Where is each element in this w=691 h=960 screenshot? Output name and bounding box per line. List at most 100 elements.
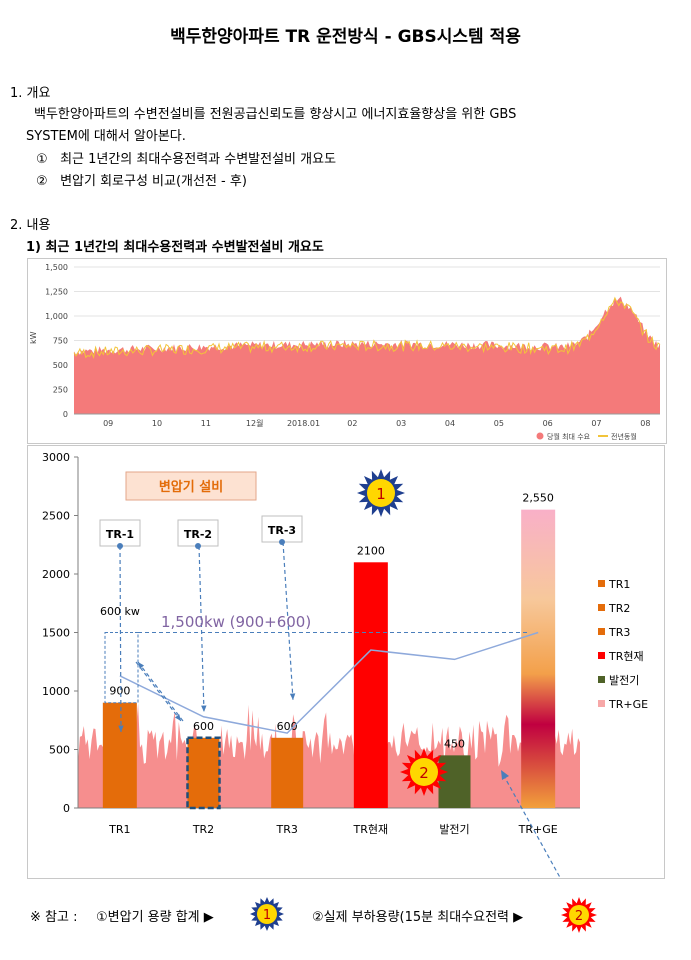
- badge-1-label: 1: [263, 908, 271, 923]
- callout-box: [177, 519, 219, 547]
- data-label: 600: [277, 720, 298, 733]
- callout-arrow-head: [289, 693, 296, 700]
- legend-label: TR+GE: [608, 698, 648, 711]
- section1-heading: 1. 개요: [10, 86, 51, 101]
- callout-arrow-head: [201, 705, 207, 712]
- y-tick-label: 3000: [42, 451, 70, 464]
- legend-swatch: [598, 700, 605, 707]
- callout-arrow: [119, 545, 122, 733]
- note-prefix: ※ 참고 :: [30, 910, 78, 925]
- data-label: 600: [193, 720, 214, 733]
- list-item: ① 최근 1년간의 최대수용전력과 수변발전설비 개요도: [36, 148, 336, 167]
- y-tick-label: 500: [49, 744, 70, 757]
- prev-year-line: [73, 296, 661, 359]
- intro-line-1: 백두한양아파트의 수변전설비를 전원공급신뢰도를 향상시고 에너지효율향상을 위…: [34, 107, 517, 122]
- y-tick-label: 250: [53, 386, 68, 395]
- x-tick-label: TR+GE: [518, 823, 558, 836]
- list-number: ②: [36, 174, 48, 189]
- callout-arrow-head: [118, 725, 124, 732]
- legend-label: TR2: [608, 602, 630, 615]
- data-label: 2100: [357, 544, 385, 557]
- badge-1-disc: [367, 479, 395, 507]
- callout-anchor: [279, 539, 285, 545]
- bar-TR현재: [353, 562, 388, 808]
- list-item: ② 변압기 회로구성 비교(개선전 - 후): [36, 170, 247, 189]
- demand-background-area: [78, 702, 580, 808]
- callout-label: TR-2: [184, 528, 212, 541]
- x-tick-label: TR1: [108, 823, 130, 836]
- data-label: 900: [109, 685, 130, 698]
- x-tick-label: TR2: [192, 823, 214, 836]
- intro-line-2: SYSTEM에 대해서 알아본다.: [26, 129, 186, 144]
- y-tick-label: 1,500: [45, 263, 68, 272]
- bar-TR+GE: [521, 509, 556, 808]
- x-tick-label: 02: [347, 419, 357, 428]
- data-label: 2,550: [522, 492, 554, 505]
- demand-area-chart: 0 250 500 750 1,000 1,250 1,500 kW 09 10 11 12월 2018…: [27, 258, 667, 444]
- x-tick-label: 05: [494, 419, 504, 428]
- y-tick-label: 2500: [42, 510, 70, 523]
- section2-heading: 2. 내용: [10, 218, 51, 233]
- x-tick-label: 07: [591, 419, 601, 428]
- legend-label: 당월 최대 수요: [547, 432, 591, 441]
- section2-subheading: 1) 최근 1년간의 최대수용전력과 수변발전설비 개요도: [26, 240, 324, 255]
- x-tick-label: 08: [640, 419, 650, 428]
- page-title: 백두한양아파트 TR 운전방식 - GBS시스템 적용: [170, 27, 521, 47]
- note-item-2: ②실제 부하용량(15분 최대수요전력 ▶: [312, 910, 524, 925]
- transformer-bar-svg: 0 500 1000 1500 2000 2500 3000 900 TR1 600 TR2 600 T…: [42, 451, 648, 902]
- callout-label: TR-3: [268, 524, 296, 537]
- bar-TR2: [186, 736, 221, 810]
- equipment-title-box: [125, 471, 257, 501]
- demand-area-svg: 0 250 500 750 1,000 1,250 1,500 kW 09 10 11 12월 2018…: [29, 263, 661, 441]
- list-text: 변압기 회로구성 비교(개선전 - 후): [60, 174, 247, 189]
- badge-2-label: 2: [575, 909, 583, 924]
- badge-2-disc: [410, 758, 438, 786]
- x-tick-label: 2018.01: [287, 419, 320, 428]
- list-number: ①: [36, 152, 48, 167]
- callout-box: [99, 519, 141, 547]
- capacity-label: 600 kw: [100, 605, 140, 618]
- callout-arrow-head: [138, 662, 145, 669]
- x-tick-label: 10: [152, 419, 162, 428]
- demand-area: [74, 296, 660, 414]
- transformer-bar-chart: 0 500 1000 1500 2000 2500 3000 900 TR1 600 TR2 600 T…: [27, 445, 665, 902]
- legend-swatch: [598, 580, 605, 587]
- badge-1-icon: 1: [250, 897, 284, 931]
- x-tick-label: 03: [396, 419, 406, 428]
- legend-swatch: [598, 652, 605, 659]
- x-tick-label: 12월: [246, 418, 264, 428]
- callout-arrow-head: [174, 714, 181, 721]
- bar-TR3: [271, 737, 304, 808]
- callout-label: TR-1: [106, 528, 134, 541]
- badge-1-label: 1: [376, 485, 386, 503]
- trend-line: [119, 631, 539, 734]
- legend-swatch: [598, 628, 605, 635]
- legend-label: 전년동월: [611, 432, 637, 441]
- legend-swatch: [598, 604, 605, 611]
- list-text: 최근 1년간의 최대수용전력과 수변발전설비 개요도: [60, 152, 337, 167]
- callout-arrow: [137, 661, 184, 722]
- callout-box: [261, 515, 303, 543]
- legend-label: TR1: [608, 578, 630, 591]
- legend-swatch: [598, 676, 605, 683]
- legend-label: 발전기: [609, 674, 639, 687]
- y-tick-label: 500: [53, 361, 68, 370]
- x-tick-label: 발전기: [439, 823, 469, 836]
- x-tick-label: 11: [201, 419, 211, 428]
- y-tick-label: 0: [63, 802, 70, 815]
- x-tick-label: 04: [445, 419, 455, 428]
- legend-label: TR3: [608, 626, 630, 639]
- badge-2-icon: 2: [561, 897, 597, 933]
- capacity-box: [104, 632, 139, 704]
- callout-arrow: [135, 661, 182, 722]
- legend-label: TR현재: [608, 650, 644, 663]
- callout-arrow: [282, 541, 294, 701]
- y-tick-label: 2000: [42, 568, 70, 581]
- y-tick-label: 0: [63, 410, 68, 419]
- x-tick-label: TR3: [275, 823, 297, 836]
- bar-TR1: [102, 702, 137, 808]
- capacity-sum-label: 1,500kw (900+600): [161, 613, 311, 631]
- y-tick-label: 1,250: [45, 288, 68, 297]
- x-tick-label: TR현재: [353, 823, 389, 836]
- x-tick-label: 06: [543, 419, 553, 428]
